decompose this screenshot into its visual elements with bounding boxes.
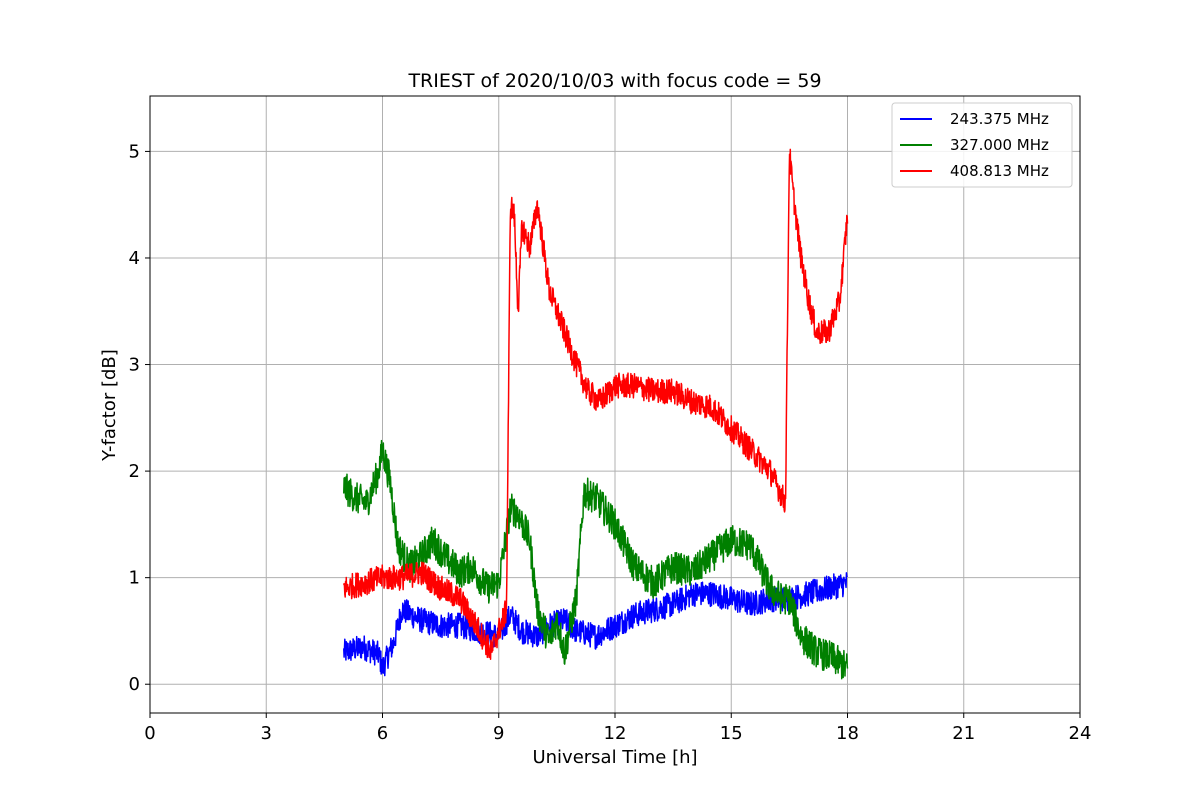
y-tick-label: 1	[129, 568, 140, 589]
legend-items: 243.375 MHz 327.000 MHz 408.813 MHz	[900, 110, 1049, 180]
y-axis-label: Y-factor [dB]	[99, 349, 120, 462]
legend: 243.375 MHz 327.000 MHz 408.813 MHz	[891, 102, 1073, 188]
y-tick-label: 3	[129, 355, 140, 376]
legend-label: 243.375 MHz	[950, 110, 1049, 128]
x-tick-label: 15	[720, 723, 743, 744]
x-axis-label: Universal Time [h]	[532, 747, 697, 768]
x-tick-label: 9	[493, 723, 504, 744]
legend-label: 327.000 MHz	[950, 136, 1049, 154]
x-tick-label: 24	[1069, 723, 1092, 744]
y-tick-label: 4	[129, 248, 140, 269]
x-tick-label: 0	[144, 723, 155, 744]
x-tick-label: 6	[377, 723, 388, 744]
y-tick-label: 0	[129, 674, 140, 695]
legend-box	[891, 102, 1073, 188]
chart-title: TRIEST of 2020/10/03 with focus code = 5…	[407, 70, 821, 92]
y-tick-label: 5	[129, 141, 140, 162]
x-tick-label: 12	[604, 723, 627, 744]
series-line-2	[343, 439, 849, 680]
series-line-3	[343, 148, 849, 661]
x-tick-label: 18	[836, 723, 859, 744]
x-tick-label: 3	[261, 723, 272, 744]
y-tick-label: 2	[129, 461, 140, 482]
series-line-1	[343, 572, 848, 677]
x-tick-label: 21	[952, 723, 975, 744]
legend-label: 408.813 MHz	[950, 162, 1049, 180]
series-layer	[343, 148, 849, 680]
